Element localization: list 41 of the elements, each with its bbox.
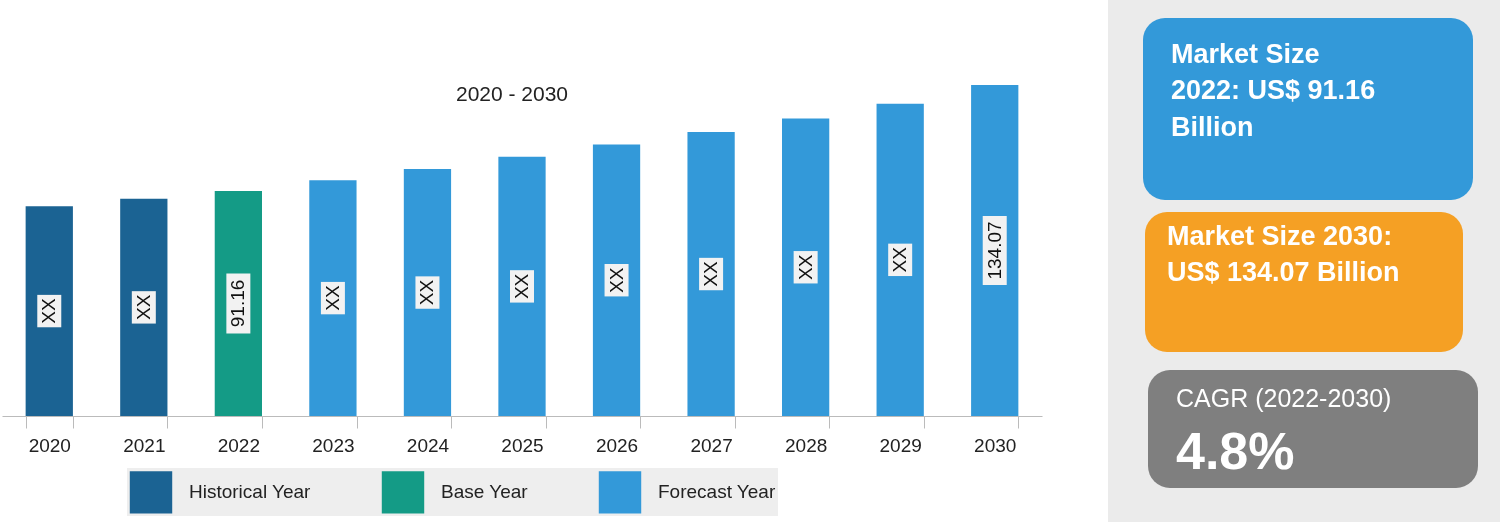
- data-label: XX: [132, 294, 154, 321]
- legend-label: Base Year: [441, 481, 529, 503]
- bar: [309, 180, 357, 416]
- data-label: XX: [794, 254, 816, 280]
- x-tick-label: 2025: [501, 434, 544, 456]
- x-tick-label: 2023: [312, 434, 355, 456]
- bar: [498, 156, 546, 416]
- x-tick-label: 2027: [690, 434, 733, 456]
- legend-label: Forecast Year: [658, 481, 776, 503]
- bar: [592, 144, 641, 416]
- bar: [687, 132, 735, 416]
- text: Market Size 2022: US$ 91.16 Billion: [1171, 38, 1377, 144]
- x-tick-label: 2028: [785, 434, 828, 456]
- bar: [876, 103, 924, 416]
- bar: [120, 198, 168, 416]
- data-label: XX: [321, 285, 343, 311]
- bar: [214, 190, 262, 416]
- x-tick-label: 2024: [406, 434, 450, 456]
- x-tick-label: 2022: [217, 434, 260, 456]
- bar: [971, 85, 1019, 416]
- chart-title: 2020 - 2030: [455, 82, 569, 105]
- x-tick-label: 2020: [28, 434, 71, 456]
- data-label: XX: [38, 298, 60, 324]
- text: Market Size 2030: US$ 134.07 Billion: [1167, 220, 1401, 290]
- data-label: XX: [700, 261, 722, 287]
- data-label: XX: [416, 279, 438, 306]
- text: CAGR (2022-2030): [1176, 383, 1393, 414]
- data-label: 91.16: [227, 279, 249, 328]
- data-label: XX: [889, 246, 911, 273]
- data-label: XX: [511, 273, 532, 300]
- bar: [782, 118, 830, 416]
- bar: [403, 169, 452, 416]
- x-tick-label: 2026: [595, 434, 639, 456]
- bar: [25, 206, 73, 416]
- data-label: XX: [605, 267, 627, 293]
- x-tick-label: 2030: [974, 434, 1017, 456]
- x-tick-label: 2029: [879, 434, 922, 456]
- data-label: 134.07: [983, 221, 1005, 280]
- x-tick-label: 2021: [123, 434, 166, 456]
- legend-label: Historical Year: [189, 481, 312, 503]
- text: 4.8%: [1176, 420, 1296, 482]
